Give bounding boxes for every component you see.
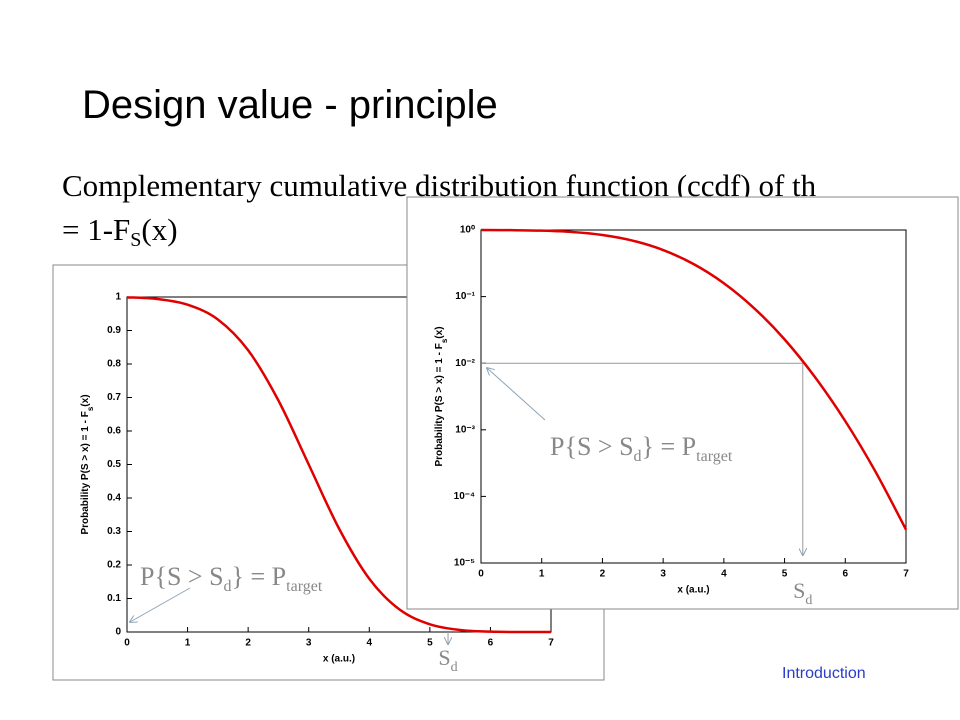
x-tick-label: 3	[306, 638, 312, 649]
text-part: } = P	[232, 562, 287, 591]
x-tick-label: 1	[539, 569, 545, 580]
body-text: = 1-F	[62, 212, 130, 247]
x-tick-label: 0	[124, 638, 130, 649]
body-line: = 1-FS(x)	[62, 212, 178, 251]
x-tick-label: 6	[488, 638, 494, 649]
x-tick-label: 1	[185, 638, 191, 649]
y-tick-label: 0.8	[107, 359, 121, 370]
x-axis-label: x (a.u.)	[677, 585, 709, 596]
text-part: P{S > S	[550, 432, 634, 461]
text-part: S	[438, 645, 450, 670]
y-tick-label: 0.2	[107, 560, 121, 571]
x-tick-label: 0	[478, 569, 484, 580]
slide-title: Design value - principle	[82, 83, 498, 127]
subscript: d	[634, 448, 642, 465]
x-tick-label: 4	[721, 569, 727, 580]
x-tick-label: 5	[427, 638, 433, 649]
x-tick-label: 7	[903, 569, 909, 580]
y-tick-label: 0.7	[107, 392, 121, 403]
annotation-arrow	[487, 368, 546, 421]
x-axis-label: x (a.u.)	[323, 654, 355, 665]
footer: Introduction	[782, 665, 866, 682]
x-tick-label: 2	[600, 569, 606, 580]
y-axis-label: Probability P(S > x) = 1 - Fs(x)	[434, 326, 449, 466]
plot-area	[480, 229, 907, 564]
y-tick-label: 10⁰	[460, 225, 475, 236]
text-part: Probability P(S > x) = 1 - F	[80, 411, 91, 534]
y-tick-label: 1	[115, 292, 121, 303]
y-tick-label: 0.4	[107, 493, 121, 504]
subscript: d	[805, 593, 812, 608]
y-tick-label: 10⁻⁵	[454, 558, 475, 569]
x-tick-label: 7	[548, 638, 554, 649]
y-axis-label: Probability P(S > x) = 1 - Fs(x)	[80, 394, 95, 534]
annotation: P{S > Sd} = Ptarget	[550, 432, 733, 465]
x-tick-label: 3	[660, 569, 666, 580]
y-tick-label: 10⁻¹	[455, 291, 475, 302]
y-tick-label: 10⁻²	[455, 358, 475, 369]
subscript: s	[86, 406, 95, 411]
x-tick-label: 6	[843, 569, 849, 580]
subscript: target	[286, 578, 323, 595]
subscript: d	[224, 578, 232, 595]
text-part: } = P	[642, 432, 697, 461]
body-subscript: S	[130, 229, 141, 251]
chart-right: 0 1 2 3 4 5 6 7 10⁻⁵ 10⁻⁴ 10⁻³ 10⁻² 10⁻¹ 10⁰ x (a.u.) P…	[406, 196, 959, 610]
x-tick-label: 4	[367, 638, 373, 649]
text-part: (x)	[434, 326, 445, 338]
y-tick-label: 0.5	[107, 459, 121, 470]
y-tick-label: 0.9	[107, 325, 121, 336]
design-label: Sd	[438, 645, 457, 675]
ccdf-curve	[126, 296, 552, 634]
subscript: d	[451, 660, 458, 675]
y-tick-label: 0.1	[107, 593, 121, 604]
text-part: (x)	[80, 394, 91, 406]
ccdf-curve	[480, 228, 908, 531]
text-part: P{S > S	[140, 562, 224, 591]
body-text: (x)	[141, 212, 177, 247]
x-tick-label: 5	[782, 569, 788, 580]
text-part: S	[793, 578, 805, 603]
x-tick-label: 2	[245, 638, 251, 649]
y-tick-label: 0	[115, 627, 121, 638]
y-tick-label: 0.3	[107, 526, 121, 537]
y-tick-label: 0.6	[107, 426, 121, 437]
text-part: Probability P(S > x) = 1 - F	[434, 343, 445, 466]
design-label: Sd	[793, 578, 812, 608]
annotation: P{S > Sd} = Ptarget	[140, 562, 323, 595]
y-tick-label: 10⁻³	[455, 424, 475, 435]
subscript: target	[696, 448, 733, 465]
y-tick-label: 10⁻⁴	[454, 491, 475, 502]
subscript: s	[440, 338, 449, 343]
annotation-arrow	[130, 587, 191, 622]
